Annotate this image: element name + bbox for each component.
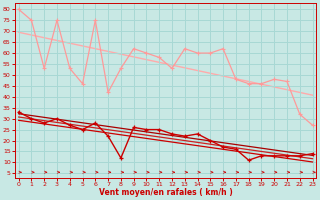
- X-axis label: Vent moyen/en rafales ( km/h ): Vent moyen/en rafales ( km/h ): [99, 188, 232, 197]
